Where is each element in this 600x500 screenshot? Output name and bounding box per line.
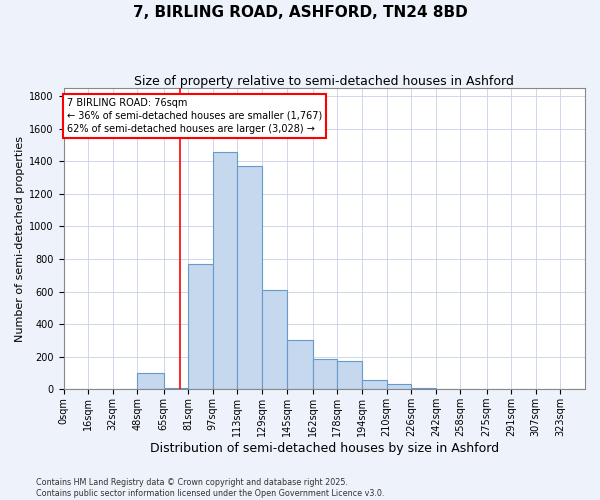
Bar [213,152,238,390]
Bar [411,388,436,390]
Bar [287,340,313,390]
Text: 7, BIRLING ROAD, ASHFORD, TN24 8BD: 7, BIRLING ROAD, ASHFORD, TN24 8BD [133,5,467,20]
Bar [188,264,213,390]
Text: 7 BIRLING ROAD: 76sqm
← 36% of semi-detached houses are smaller (1,767)
62% of s: 7 BIRLING ROAD: 76sqm ← 36% of semi-deta… [67,98,322,134]
X-axis label: Distribution of semi-detached houses by size in Ashford: Distribution of semi-detached houses by … [149,442,499,455]
Bar [362,380,386,390]
Bar [164,388,188,390]
Bar [137,373,164,390]
Bar [313,359,337,390]
Bar [262,290,287,390]
Title: Size of property relative to semi-detached houses in Ashford: Size of property relative to semi-detach… [134,75,514,88]
Bar [337,361,362,390]
Bar [238,166,262,390]
Text: Contains HM Land Registry data © Crown copyright and database right 2025.
Contai: Contains HM Land Registry data © Crown c… [36,478,385,498]
Y-axis label: Number of semi-detached properties: Number of semi-detached properties [15,136,25,342]
Bar [386,384,411,390]
